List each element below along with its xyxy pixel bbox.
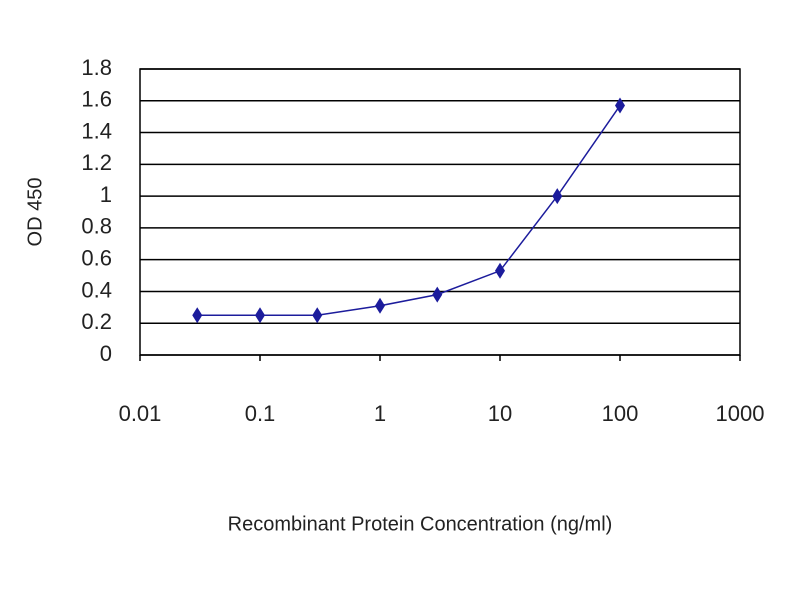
x-tick-label: 0.1 [245, 401, 276, 426]
plot-area [139, 68, 741, 356]
x-tick-label: 0.01 [119, 401, 162, 426]
x-axis-label: Recombinant Protein Concentration (ng/ml… [228, 513, 613, 535]
data-point [312, 307, 323, 324]
data-line [197, 105, 621, 317]
y-tick-label: 0.4 [81, 277, 112, 302]
data-point [375, 297, 385, 314]
y-tick-label: 0.6 [81, 245, 112, 270]
y-tick-label: 0.8 [81, 214, 112, 239]
x-tick-label: 100 [602, 401, 639, 426]
data-point [255, 307, 265, 324]
y-tick-label: 1.4 [81, 118, 112, 143]
data-point [432, 286, 443, 303]
x-tick-label: 1000 [716, 401, 765, 426]
data-point [552, 188, 563, 205]
y-tick-label: 1.2 [81, 150, 112, 175]
y-tick-label: 1.6 [81, 87, 112, 112]
data-point [192, 307, 203, 324]
data-point [495, 262, 505, 279]
x-tick-label: 10 [488, 401, 512, 426]
y-tick-label: 1 [100, 182, 112, 207]
y-tick-label: 1.8 [81, 55, 112, 80]
y-tick-label: 0 [100, 341, 112, 366]
y-tick-label: 0.2 [81, 309, 112, 334]
data-point [615, 97, 625, 114]
x-tick-label: 1 [374, 401, 386, 426]
y-axis-label: OD 450 [24, 178, 46, 247]
